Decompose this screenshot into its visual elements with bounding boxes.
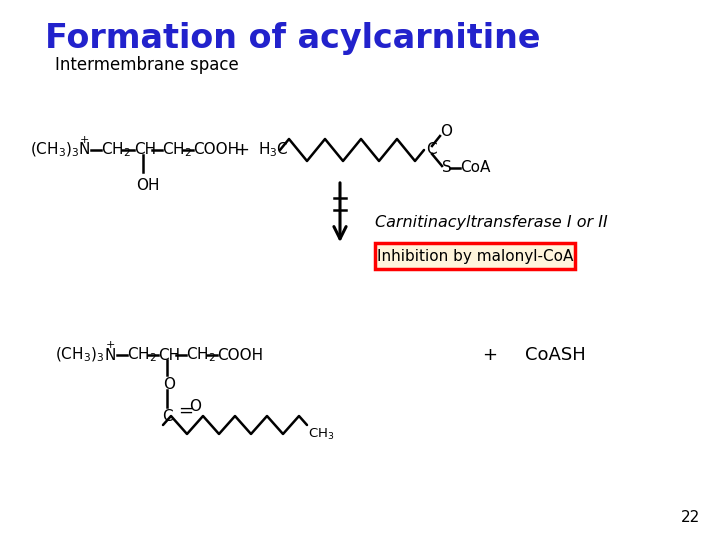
Text: =: = (178, 402, 193, 420)
Text: 22: 22 (680, 510, 700, 525)
Text: O: O (163, 377, 175, 392)
Text: OH: OH (136, 178, 160, 193)
Text: C: C (426, 143, 436, 158)
Text: CH: CH (158, 348, 180, 362)
Text: H$_3$C: H$_3$C (258, 140, 289, 159)
Text: CH$_3$: CH$_3$ (308, 427, 335, 442)
Text: O: O (189, 399, 201, 414)
Text: O: O (440, 125, 452, 139)
Text: N: N (104, 348, 116, 362)
Text: Intermembrane space: Intermembrane space (55, 56, 239, 74)
Text: S: S (442, 160, 451, 176)
Text: Inhibition by malonyl-CoA: Inhibition by malonyl-CoA (377, 248, 573, 264)
Text: CH$_2$: CH$_2$ (127, 346, 157, 365)
Text: CoASH: CoASH (525, 346, 586, 364)
Text: COOH: COOH (217, 348, 263, 362)
Text: +: + (79, 135, 89, 145)
Text: +: + (105, 340, 114, 350)
Text: CH$_2$: CH$_2$ (101, 140, 131, 159)
Text: Carnitinacyltransferase I or II: Carnitinacyltransferase I or II (375, 214, 608, 230)
Text: N: N (78, 143, 90, 158)
Text: CH$_2$: CH$_2$ (186, 346, 216, 365)
Text: COOH: COOH (193, 143, 239, 158)
Text: (CH$_3$)$_{3}$: (CH$_3$)$_{3}$ (55, 346, 104, 364)
Text: C: C (162, 409, 173, 424)
Text: Formation of acylcarnitine: Formation of acylcarnitine (45, 22, 541, 55)
Text: +: + (235, 141, 250, 159)
Text: +: + (482, 346, 498, 364)
Text: CH: CH (134, 143, 156, 158)
Bar (375, 243, 575, 269)
Text: (CH$_3$)$_{3}$: (CH$_3$)$_{3}$ (30, 141, 79, 159)
Text: CoA: CoA (460, 160, 490, 176)
Text: CH$_2$: CH$_2$ (162, 140, 192, 159)
